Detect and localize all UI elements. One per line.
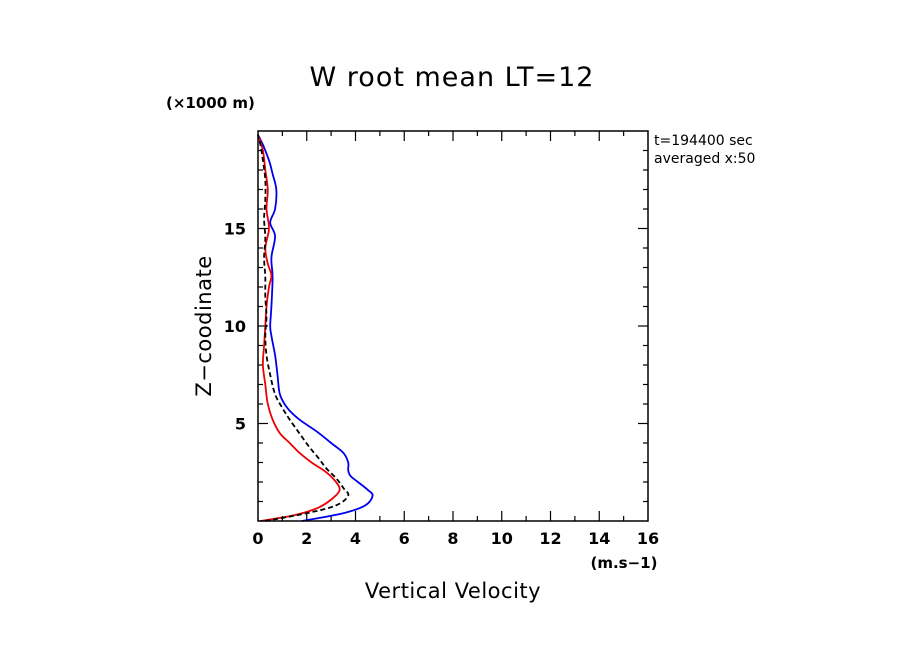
- x-tick-label: 10: [491, 529, 513, 548]
- series-line-2: [257, 134, 341, 522]
- y-axis-label: Z−coodinate: [192, 255, 216, 396]
- x-tick-label: 6: [399, 529, 410, 548]
- y-tick-label: 10: [224, 317, 246, 336]
- x-tick-label: 12: [539, 529, 561, 548]
- axis-ticks: [258, 131, 648, 521]
- axis-tick-labels: 0 2 4 6 8 10 12 14 16 5 10 15: [224, 220, 659, 549]
- annotation-average: averaged x:50: [654, 151, 755, 167]
- x-tick-label: 8: [447, 529, 458, 548]
- series-line-3: [257, 134, 350, 522]
- x-tick-label: 0: [252, 529, 263, 548]
- x-tick-label: 4: [350, 529, 361, 548]
- y-unit-label: (×1000 m): [166, 94, 255, 112]
- x-tick-label: 16: [637, 529, 659, 548]
- series-line-1: [257, 134, 374, 522]
- annotation-time: t=194400 sec: [654, 133, 753, 149]
- y-tick-label: 5: [235, 415, 246, 434]
- plot-frame: [257, 130, 649, 522]
- chart-title: W root mean LT=12: [310, 62, 595, 93]
- x-tick-label: 14: [588, 529, 610, 548]
- x-tick-label: 2: [301, 529, 312, 548]
- y-tick-label: 15: [224, 220, 246, 239]
- x-unit-label: (m.s−1): [591, 554, 658, 572]
- plot-series: [257, 134, 374, 522]
- x-axis-label: Vertical Velocity: [365, 579, 541, 603]
